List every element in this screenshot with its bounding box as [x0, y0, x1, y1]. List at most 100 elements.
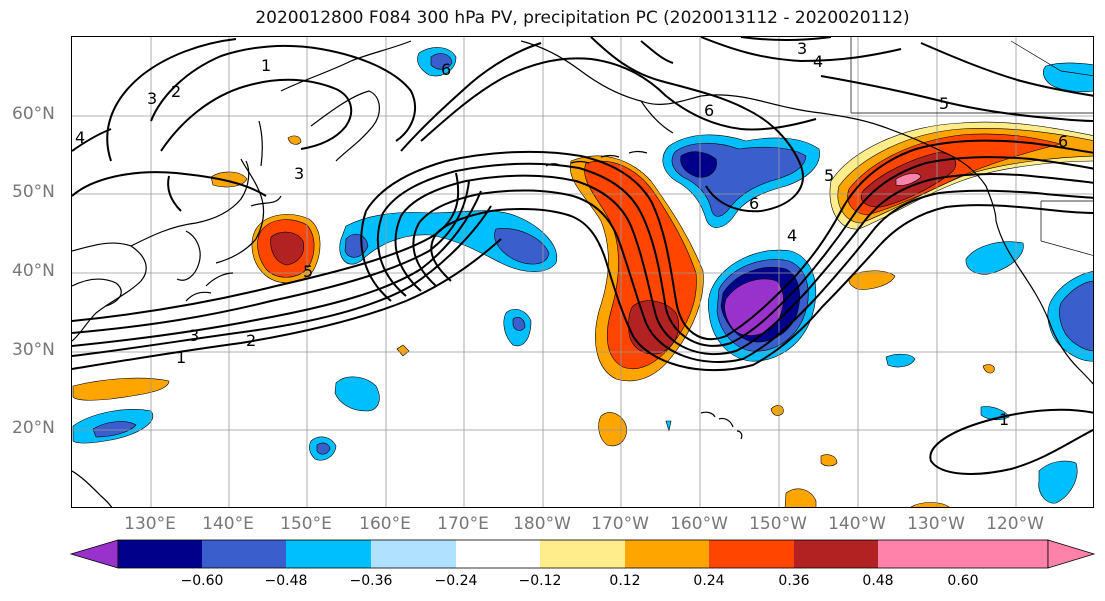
colorbar-tick: −0.60 — [180, 573, 224, 589]
colorbar-segment — [625, 540, 709, 568]
colorbar-tick: −0.12 — [518, 573, 562, 589]
lon-label-150w: 150°W — [749, 514, 807, 534]
colorbar-segment — [118, 540, 202, 568]
lon-label-160e: 160°E — [359, 514, 411, 534]
contour-alaska-6 — [590, 37, 804, 213]
colorbar-segment — [794, 540, 878, 568]
map-title: 2020012800 F084 300 hPa PV, precipitatio… — [255, 8, 910, 28]
contour-label: 6 — [704, 101, 714, 120]
borders — [850, 37, 1093, 256]
colorbar-tick: −0.48 — [264, 573, 308, 589]
contour-label: 4 — [787, 226, 797, 245]
colorbar-segment — [963, 540, 1048, 568]
contour-ridge-3 — [394, 173, 1093, 356]
lon-label-120w: 120°W — [986, 514, 1044, 534]
contour-north-4 — [72, 128, 112, 152]
lat-label-60n: 60°N — [12, 104, 55, 124]
coast-north-america — [995, 220, 1093, 385]
lon-label-160w: 160°W — [670, 514, 728, 534]
contour-north-3 — [160, 78, 353, 152]
contour-label: 1 — [261, 56, 271, 75]
contour-ridge-2 — [376, 156, 1093, 347]
colorbar-tick: 0.12 — [609, 573, 641, 589]
coast-kamchatka — [310, 90, 380, 162]
contour-ridge-5 — [430, 204, 1093, 372]
contour-5-west — [72, 172, 460, 322]
shaded-precip-fields — [72, 47, 1093, 507]
contour-ridge-4 — [412, 189, 1093, 363]
colorbar-tick: 0.24 — [693, 573, 725, 589]
lon-label-140w: 140°W — [828, 514, 886, 534]
colorbar-segment — [371, 540, 456, 568]
lon-label-130w: 130°W — [907, 514, 965, 534]
graticule — [72, 37, 1093, 507]
colorbar-segment — [456, 540, 540, 568]
lon-label-170e: 170°E — [437, 514, 489, 534]
colorbar-segment — [709, 540, 794, 568]
colorbar-segments — [117, 539, 1049, 569]
colorbar-tick: −0.24 — [434, 573, 478, 589]
lon-label-140e: 140°E — [202, 514, 254, 534]
contour-label: 6 — [749, 194, 759, 213]
coast-sakhalin — [258, 120, 263, 167]
contour-ridge-outer — [360, 139, 1093, 341]
coast-alaska — [520, 40, 997, 222]
contour-bering-5 — [400, 42, 542, 152]
colorbar-tick: 0.48 — [862, 573, 894, 589]
pv-contours — [72, 37, 1093, 475]
coastlines — [72, 40, 1093, 507]
contour-label: 2 — [171, 82, 181, 101]
coast-hawaii — [700, 411, 743, 440]
map-svg: 1 2 3 4 5 6 6 5 4 3 5 6 1 3 3 2 1 6 4 — [72, 37, 1093, 507]
lat-label-20n: 20°N — [12, 418, 55, 438]
contour-subtropical-1 — [929, 408, 1093, 475]
map-panel: 1 2 3 4 5 6 6 5 4 3 5 6 1 3 3 2 1 6 4 — [71, 36, 1094, 508]
colorbar-extend-right — [1047, 539, 1096, 569]
contour-bering-6 — [420, 57, 817, 142]
contour-canada-5 — [820, 75, 1093, 122]
contour-label: 5 — [824, 166, 834, 185]
contour-label: 3 — [797, 39, 807, 58]
lat-label-30n: 30°N — [12, 340, 55, 360]
contour-3-west — [72, 190, 482, 347]
colorbar-tick: −0.36 — [349, 573, 393, 589]
lat-label-50n: 50°N — [12, 182, 55, 202]
colorbar-tick: 0.60 — [947, 573, 979, 589]
contour-4-west — [72, 180, 470, 334]
contour-label: 4 — [75, 128, 85, 147]
lon-label-130e: 130°E — [124, 514, 176, 534]
colorbar-segment — [286, 540, 371, 568]
coast-japan — [185, 158, 265, 302]
lon-label-170w: 170°W — [591, 514, 649, 534]
colorbar-segment — [540, 540, 625, 568]
contour-label: 1 — [176, 348, 186, 367]
contour-2-west — [72, 205, 492, 357]
contour-labels: 1 2 3 4 5 6 6 5 4 3 5 6 1 3 3 2 1 6 4 — [75, 39, 1068, 429]
colorbar-segment — [202, 540, 286, 568]
colorbar-extend-left — [69, 539, 119, 569]
colorbar-tick: 0.36 — [778, 573, 810, 589]
contour-alaska-4 — [700, 37, 902, 63]
contour-label: 1 — [999, 410, 1009, 429]
lon-label-180w: 180°W — [513, 514, 571, 534]
contour-label: 2 — [246, 331, 256, 350]
coast-korea — [176, 230, 201, 281]
contour-alaska-3 — [740, 37, 832, 41]
colorbar — [69, 539, 1096, 569]
lat-label-40n: 40°N — [12, 261, 55, 281]
contour-1-west — [72, 238, 502, 370]
contour-label: 5 — [303, 262, 313, 281]
contour-label: 3 — [189, 326, 199, 345]
lon-label-150e: 150°E — [280, 514, 332, 534]
contour-label: 3 — [147, 89, 157, 108]
contour-label: 5 — [939, 94, 949, 113]
contour-label: 6 — [441, 60, 451, 79]
contour-north-outer — [106, 38, 237, 162]
coast-asia-mainland — [72, 242, 147, 342]
colorbar-segment — [878, 540, 963, 568]
contour-north-2 — [150, 44, 416, 142]
contour-label: 4 — [813, 52, 823, 71]
contour-label: 6 — [1058, 132, 1068, 151]
contour-canada-6 — [920, 42, 1093, 97]
contour-label: 3 — [294, 164, 304, 183]
